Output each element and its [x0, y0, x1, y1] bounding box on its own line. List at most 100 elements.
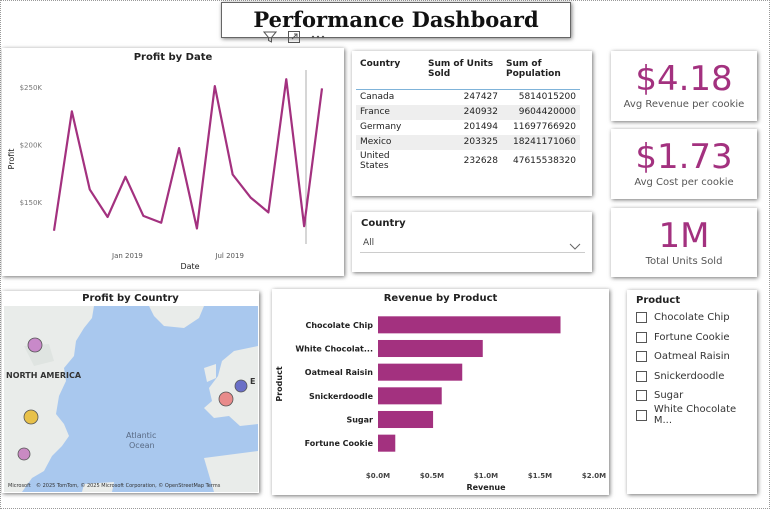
product-option-label: Fortune Cookie [654, 331, 730, 343]
map-label-atlantic: Atlantic [126, 431, 156, 440]
column-header-units-sold[interactable]: Sum of Units Sold [428, 59, 494, 79]
table-cell-country: Canada [360, 92, 395, 102]
product-option-label: White Chocolate M... [653, 404, 737, 427]
product-option-label: Oatmeal Raisin [654, 351, 730, 363]
product-option[interactable]: White Chocolate M... [636, 404, 756, 427]
x-tick-label: $2.0M [582, 472, 606, 480]
map-label-north-america: NORTH AMERICA [6, 371, 82, 380]
table-row[interactable]: France 240932 9604420000 [356, 104, 580, 120]
category-label: White Chocolat... [295, 345, 373, 354]
map-marker-germany[interactable] [234, 379, 248, 393]
category-label: Oatmeal Raisin [305, 368, 374, 377]
country-table-header-row: Country Sum of Units Sold Sum of Populat… [356, 59, 580, 89]
kpi-card-avg-cost[interactable]: $1.73 Avg Cost per cookie [611, 129, 757, 199]
table-cell-country: France [360, 107, 390, 117]
table-row[interactable]: United States 232628 47615538320 [356, 150, 580, 172]
checkbox[interactable] [636, 390, 647, 402]
dashboard-title: Performance Dashboard [253, 7, 539, 32]
map-logo: Microsoft [8, 483, 31, 489]
country-table: Country Sum of Units Sold Sum of Populat… [356, 59, 580, 172]
category-label: Chocolate Chip [305, 321, 373, 330]
kpi-card-total-units[interactable]: 1M Total Units Sold [611, 208, 757, 277]
revenue-bar[interactable] [378, 363, 463, 381]
profit-by-date-chart: $250K $200K $150K Jan 2019 Jul 2019 Date Profi… [7, 70, 324, 271]
kpi-label-avg-revenue: Avg Revenue per cookie [623, 99, 745, 110]
map-marker-united-states[interactable] [23, 409, 39, 425]
table-row[interactable]: Mexico 203325 18241171060 [356, 134, 580, 150]
y-axis-title: Profit [7, 149, 16, 170]
kpi-value-avg-cost: $1.73 [635, 137, 733, 177]
product-option[interactable]: Snickerdoodle [636, 367, 756, 387]
y-tick-label: $150K [20, 199, 43, 207]
revenue-bar[interactable] [378, 410, 434, 429]
product-option[interactable]: Sugar [636, 386, 756, 406]
profit-by-date-card[interactable]: Profit by Date $250K $200K $150K Jan 2019 Ju… [2, 48, 344, 276]
x-axis-title: Revenue [466, 483, 506, 492]
kpi-card-avg-revenue[interactable]: $4.18 Avg Revenue per cookie [611, 51, 757, 121]
revenue-bar[interactable] [378, 434, 396, 452]
checkbox[interactable] [636, 351, 647, 363]
revenue-bar[interactable] [378, 387, 442, 405]
country-dropdown-value: All [363, 238, 375, 248]
product-list: Chocolate Chip Fortune Cookie Oatmeal Rais… [636, 308, 756, 427]
kpi-label-total-units: Total Units Sold [645, 256, 723, 267]
kpi-label-avg-cost: Avg Cost per cookie [634, 177, 734, 188]
map-label-europe-partial: E [250, 377, 255, 386]
y-tick-label: $250K [20, 84, 43, 92]
product-option[interactable]: Chocolate Chip [636, 308, 756, 328]
table-cell-units-sold: 247427 [463, 92, 498, 102]
profit-by-country-card[interactable]: Profit by Country NORTH AMERICA Atlantic… [2, 291, 259, 493]
column-header-population[interactable]: Sum of Population [506, 59, 561, 79]
kpi-value-avg-revenue: $4.18 [635, 59, 733, 99]
profit-line[interactable] [52, 78, 324, 231]
dashboard-title-box: Performance Dashboard [221, 2, 571, 38]
column-header-country[interactable]: Country [360, 59, 401, 69]
table-cell-population: 9604420000 [518, 107, 576, 117]
x-axis-title: Date [180, 262, 199, 271]
table-cell-country: Mexico [360, 137, 392, 147]
map-label-ocean: Ocean [129, 441, 155, 450]
category-label: Fortune Cookie [305, 439, 374, 448]
chevron-down-icon [569, 236, 581, 255]
revenue-bar[interactable] [378, 316, 561, 334]
map-marker-canada[interactable] [27, 337, 43, 353]
profit-by-date-title: Profit by Date [133, 52, 213, 63]
revenue-bar[interactable] [378, 339, 483, 358]
table-cell-units-sold: 232628 [463, 155, 498, 166]
product-slicer-title: Product [636, 295, 681, 306]
country-dropdown[interactable]: All [360, 234, 585, 253]
table-cell-population: 47615538320 [513, 155, 576, 166]
country-table-card[interactable]: Country Sum of Units Sold Sum of Populat… [352, 51, 592, 196]
product-option[interactable]: Fortune Cookie [636, 328, 756, 348]
profit-by-country-map[interactable]: NORTH AMERICA Atlantic Ocean E Microsoft… [4, 306, 258, 492]
table-cell-population: 5814015200 [518, 92, 576, 102]
product-option-label: Sugar [654, 390, 684, 402]
country-slicer-card: Country All [352, 212, 592, 272]
x-tick-label: $0.5M [420, 472, 444, 480]
checkbox[interactable] [636, 409, 647, 421]
y-axis-title: Product [275, 366, 284, 401]
table-row[interactable]: Canada 247427 5814015200 [356, 89, 580, 105]
kpi-value-total-units: 1M [658, 216, 710, 256]
checkbox[interactable] [636, 331, 647, 343]
product-option[interactable]: Oatmeal Raisin [636, 347, 756, 367]
map-marker-mexico[interactable] [17, 447, 31, 461]
profit-by-country-title: Profit by Country [82, 293, 179, 304]
checkbox[interactable] [636, 312, 647, 324]
revenue-by-product-chart: Chocolate Chip White Chocolat... Oatmeal R… [275, 316, 606, 492]
table-cell-units-sold: 240932 [463, 107, 498, 117]
map-marker-france[interactable] [218, 391, 234, 407]
category-label: Sugar [346, 416, 373, 425]
map-attribution[interactable]: © 2025 TomTom, © 2025 Microsoft Corporat… [36, 482, 221, 489]
checkbox[interactable] [636, 370, 647, 382]
table-cell-units-sold: 203325 [463, 137, 498, 147]
focus-mode-icon[interactable] [286, 30, 302, 48]
more-options-icon[interactable] [310, 30, 326, 48]
country-slicer-title: Country [361, 218, 406, 229]
revenue-by-product-card[interactable]: Revenue by Product Chocolate Chip White C… [272, 289, 609, 495]
table-row[interactable]: Germany 201494 11697766920 [356, 120, 580, 135]
table-cell-country: United States [360, 150, 390, 171]
filter-icon[interactable] [262, 30, 278, 48]
product-option-label: Chocolate Chip [654, 312, 730, 324]
x-tick-label: $1.5M [528, 472, 552, 480]
